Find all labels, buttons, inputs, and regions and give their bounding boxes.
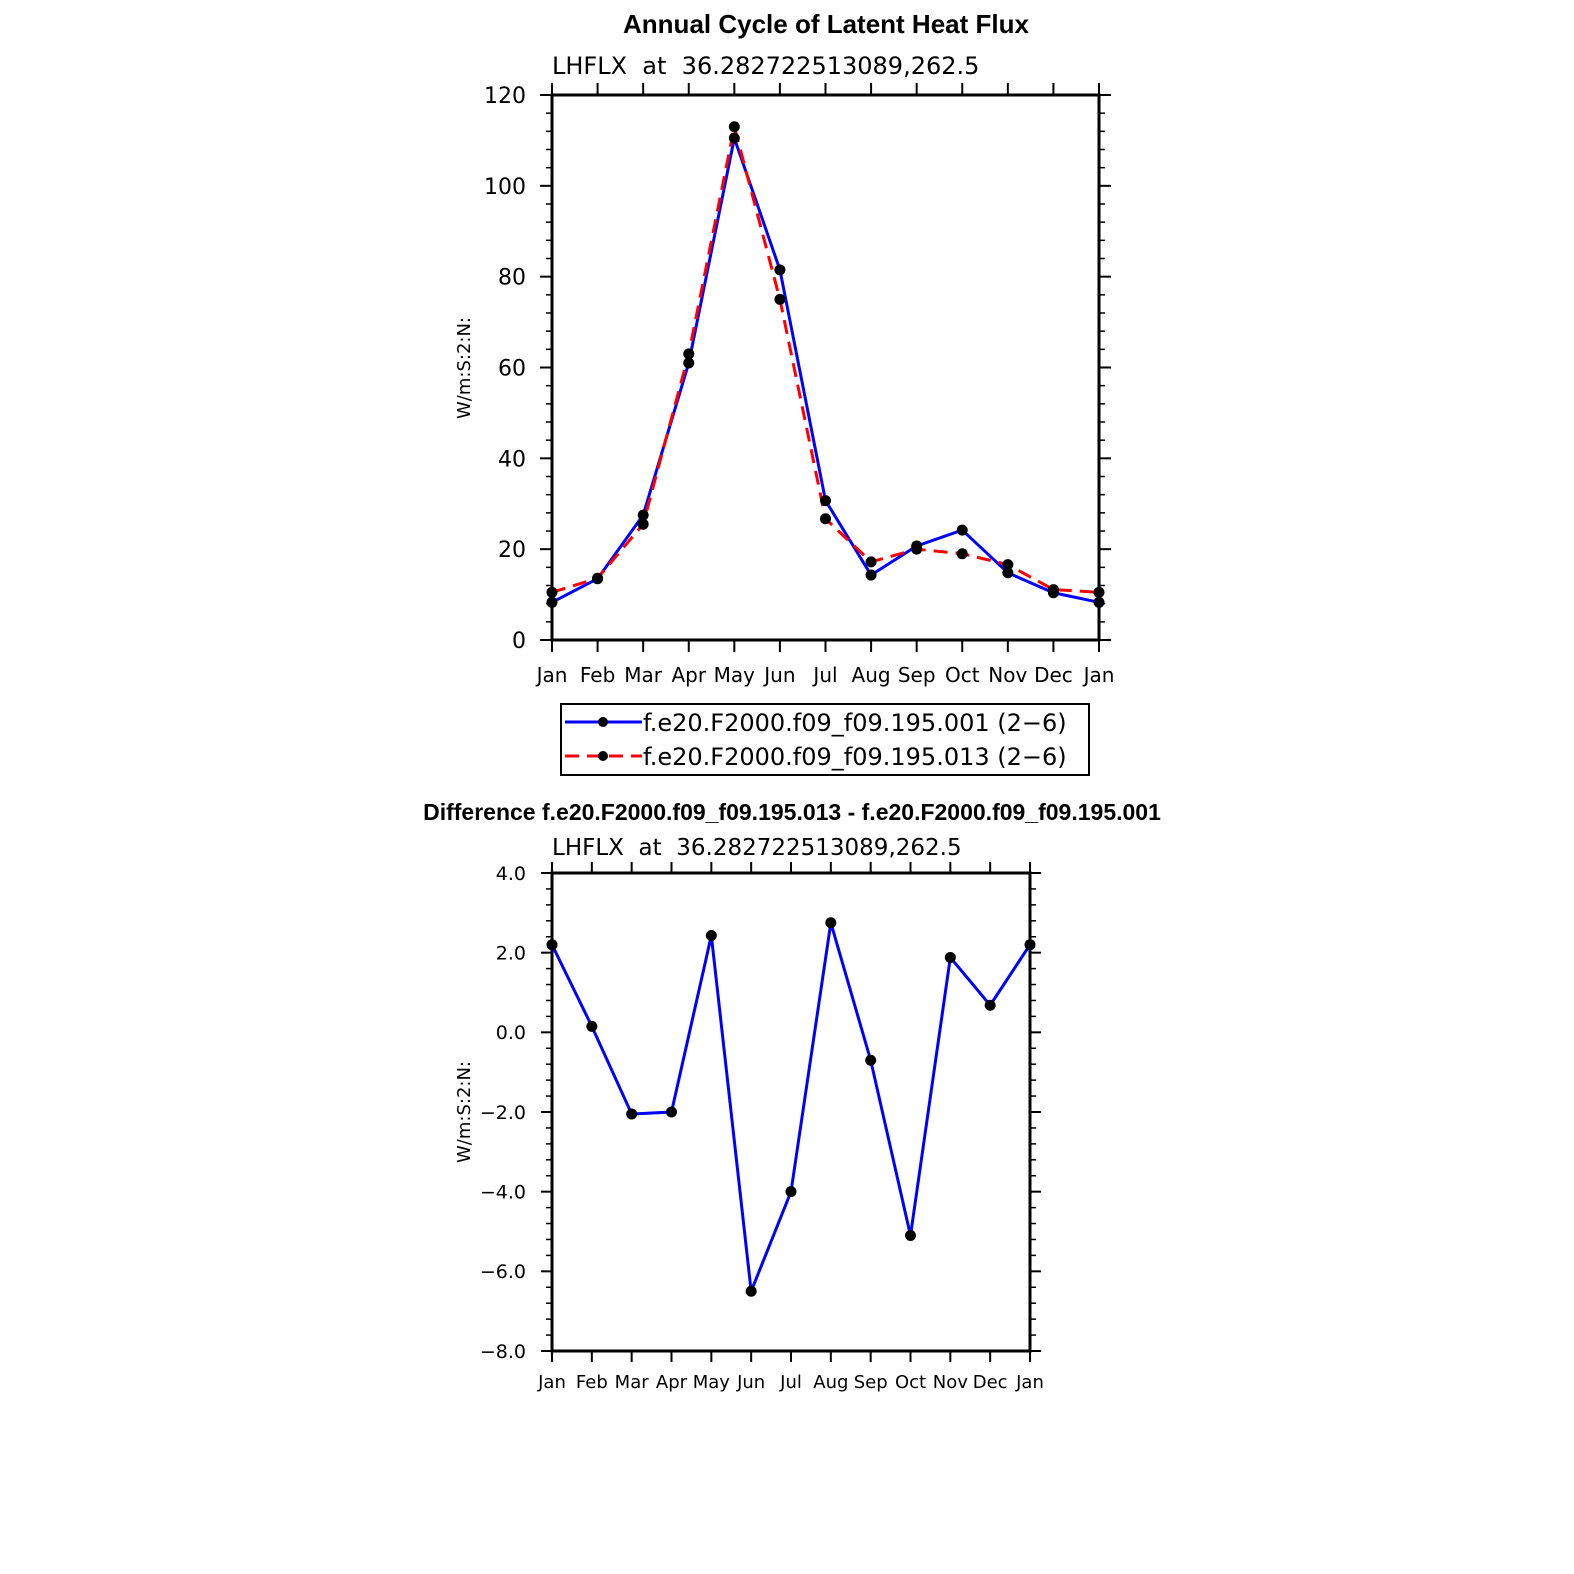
chart0-xtick-label: Dec [1034, 663, 1073, 687]
chart1-xtick-label: Oct [895, 1372, 926, 1393]
chart1-series-1-point [905, 1229, 916, 1241]
chart0-series-2-point [1002, 559, 1014, 571]
chart0-series-2-point [728, 121, 740, 133]
chart0-series-2-point [546, 586, 558, 598]
chart1-title: Difference f.e20.F2000.f09_f09.195.013 -… [423, 799, 1161, 825]
chart1-ytick-label: 4.0 [496, 863, 526, 885]
annual-cycle-chart: Annual Cycle of Latent Heat Flux LHFLX a… [454, 9, 1115, 776]
chart0-ytick-label: 100 [484, 175, 526, 200]
chart0-series-1-point [546, 596, 558, 608]
chart1-xtick-label: Jan [1015, 1372, 1044, 1393]
chart1-series-1-point [825, 917, 837, 929]
chart0-series-2-point [683, 348, 695, 360]
chart0-series-1-point [637, 509, 649, 521]
chart0-series-2-point [1093, 586, 1105, 598]
chart0-xtick-label: Jan [1082, 663, 1115, 687]
chart1-xtick-label: May [693, 1372, 731, 1393]
chart1-series-1-point [944, 951, 956, 963]
chart0-ytick-label: 20 [498, 538, 526, 563]
chart0-title: Annual Cycle of Latent Heat Flux [623, 9, 1029, 39]
chart1-xtick-label: Nov [933, 1372, 968, 1393]
chart0-ytick-label: 40 [498, 447, 526, 472]
chart1-xtick-label: Jan [537, 1372, 566, 1393]
chart0-xtick-label: Oct [945, 663, 980, 687]
chart0-plot-frame [550, 93, 1101, 642]
chart1-series-1-point [865, 1054, 877, 1066]
chart1-xtick-label: Mar [615, 1372, 650, 1393]
chart1-ytick-label: −4.0 [480, 1182, 526, 1204]
chart1-ylabel: W/m:S:2:N: [454, 1061, 475, 1163]
chart0-xtick-label: Jul [811, 663, 837, 687]
chart0-series-1-point [865, 569, 877, 581]
chart1-ytick-label: −6.0 [480, 1261, 526, 1283]
difference-chart: Difference f.e20.F2000.f09_f09.195.013 -… [423, 799, 1161, 1393]
chart0-series-2-point [592, 572, 604, 584]
chart1-series-1-point [546, 939, 558, 951]
chart1-ytick-label: −8.0 [480, 1341, 526, 1363]
chart0-series-1-point [1002, 567, 1014, 579]
chart0-series-2-point [774, 293, 786, 305]
chart0-series-1-point [1093, 596, 1105, 608]
chart1-series-1-point [586, 1020, 598, 1032]
chart0-series-2-point [956, 548, 968, 560]
chart0-series-1-point [683, 357, 695, 369]
chart0-ytick-label: 120 [484, 84, 526, 109]
legend-box [560, 703, 1090, 776]
chart1-series-1-point [666, 1106, 677, 1118]
chart0-series-line-1 [551, 132, 1100, 604]
legend-label-series-1: f.e20.F2000.f09_f09.195.001 (2−6) [643, 709, 1067, 737]
chart0-xtick-label: May [714, 663, 756, 687]
chart0-ytick-label: 60 [498, 356, 526, 381]
chart0-series-2-point [911, 543, 923, 555]
chart1-plot-frame [550, 871, 1032, 1353]
legend-marker-series-2 [598, 751, 608, 761]
chart0-series-2-point [1047, 584, 1059, 596]
chart0-ytick-label: 80 [498, 266, 526, 291]
chart0-xtick-label: Jun [762, 663, 795, 687]
chart1-series-line-1 [550, 922, 1032, 1292]
chart0-xtick-label: Feb [580, 663, 615, 687]
chart1-xtick-label: Jun [736, 1372, 765, 1393]
chart1-series-1-point [626, 1108, 638, 1120]
chart0-xtick-label: Sep [898, 663, 936, 687]
chart0-ylabel: W/m:S:2:N: [454, 317, 475, 419]
chart1-xtick-label: Aug [813, 1372, 848, 1393]
chart0-xtick-label: Aug [852, 663, 891, 687]
chart1-xtick-label: Feb [576, 1372, 608, 1393]
chart1-series-1-point [705, 930, 717, 942]
chart1-xtick-label: Sep [854, 1372, 888, 1393]
chart0-xtick-label: Jan [535, 663, 568, 687]
legend-label-series-2: f.e20.F2000.f09_f09.195.013 (2−6) [643, 743, 1067, 771]
chart1-ytick-label: 0.0 [496, 1022, 526, 1044]
chart1-ytick-label: −2.0 [480, 1102, 526, 1124]
chart1-xtick-label: Apr [656, 1372, 688, 1393]
chart0-series-2-point [637, 518, 649, 530]
chart1-series-1-point [984, 999, 996, 1011]
chart1-xtick-label: Dec [973, 1372, 1008, 1393]
chart0-ytick-label: 0 [512, 629, 526, 654]
chart0-xtick-label: Mar [624, 663, 663, 687]
chart1-ytick-label: 2.0 [496, 943, 526, 965]
chart0-series-1-point [774, 264, 786, 276]
chart0-xtick-label: Nov [988, 663, 1027, 687]
chart0-legend: f.e20.F2000.f09_f09.195.001 (2−6) f.e20.… [560, 703, 1090, 776]
chart0-xtick-label: Apr [671, 663, 706, 687]
chart0-series-1-point [728, 132, 740, 144]
chart0-series-2-point [865, 556, 877, 568]
chart1-xtick-label: Jul [779, 1372, 802, 1393]
chart0-series-1-point [956, 524, 968, 536]
chart1-series-1-point [1024, 939, 1036, 951]
chart0-subtitle: LHFLX at 36.282722513089,262.5 [552, 52, 979, 80]
legend-marker-series-1 [598, 717, 608, 727]
chart0-series-1-point [820, 495, 831, 507]
chart0-series-2-point [820, 513, 831, 525]
chart1-series-1-point [785, 1186, 797, 1198]
chart1-subtitle: LHFLX at 36.282722513089,262.5 [552, 835, 962, 861]
chart1-series-1-point [745, 1285, 757, 1297]
